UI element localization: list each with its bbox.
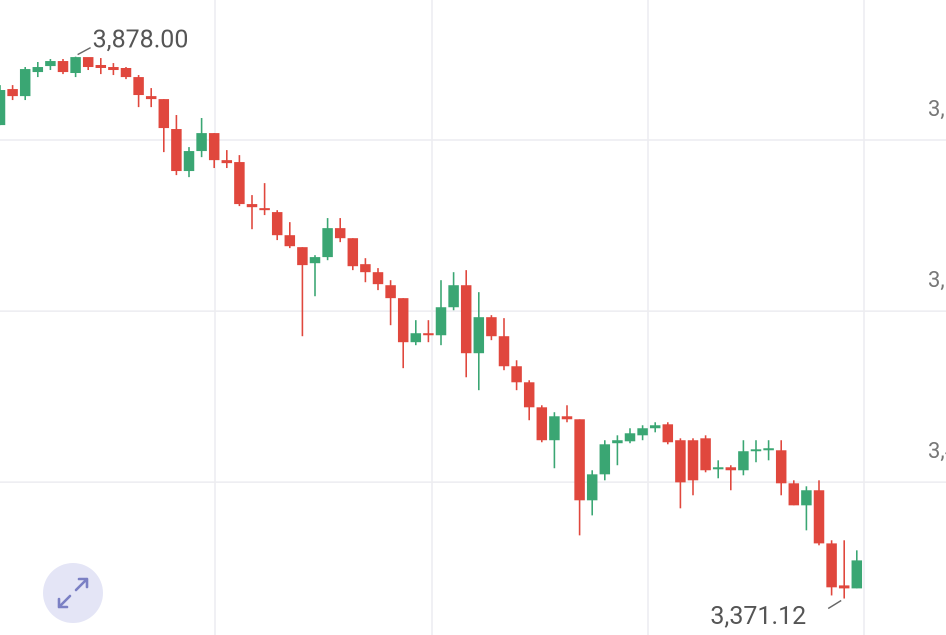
candle-body [57, 61, 69, 73]
candle-body [675, 440, 686, 483]
candle-body [234, 162, 245, 205]
candle-body [284, 235, 296, 247]
candle-body [738, 451, 749, 471]
candle-body [309, 257, 321, 264]
candle-body [826, 543, 837, 588]
max-annotation: 3,878.00 [93, 25, 189, 54]
candle-body [788, 483, 800, 506]
candle-body [45, 61, 56, 67]
candle-body [549, 416, 560, 441]
candle-body [813, 490, 825, 544]
candle-body [700, 438, 711, 471]
candle-body [561, 416, 573, 420]
candle-body [586, 474, 598, 501]
candle-body [763, 448, 774, 451]
candle-body [334, 228, 346, 239]
candle-body [599, 444, 611, 475]
y-tick-label: 3,800.00 [928, 97, 946, 122]
annotation-leader [827, 599, 842, 610]
candle-body [158, 99, 170, 129]
candle-body [460, 285, 472, 354]
candle-body [801, 490, 812, 506]
candle-body [448, 285, 459, 308]
candle-body [435, 307, 447, 336]
candle-body [183, 151, 195, 172]
expand-button-bg[interactable] [43, 563, 103, 623]
candle-body [775, 450, 787, 484]
candle-body [712, 467, 724, 470]
candle-body [221, 160, 233, 164]
expand-button[interactable] [43, 563, 103, 623]
candle-body [19, 69, 31, 97]
candle-body [662, 424, 674, 443]
min-annotation: 3,371.12 [710, 602, 806, 631]
candle-body [196, 133, 207, 152]
candle-body [120, 67, 132, 78]
candle-body [7, 89, 18, 97]
candle-body [523, 382, 535, 408]
candle-body [851, 560, 863, 589]
candle-body [498, 336, 510, 367]
candle-body [574, 419, 585, 501]
candle-body [637, 428, 648, 436]
candle-body [473, 317, 485, 354]
annotations: 3,878.00 3,371.12 [77, 25, 842, 631]
candle-body [624, 433, 636, 442]
candle-body [208, 133, 220, 161]
candle-body [322, 228, 333, 258]
annotation-leader [77, 47, 91, 56]
candle-body [750, 449, 762, 452]
candle-body [271, 212, 283, 236]
candle-body [0, 90, 6, 126]
candle-body [32, 67, 44, 73]
y-tick-label: 3,640.00 [928, 268, 946, 293]
candle-body [423, 333, 434, 336]
horizontal-grid: 3,800.00 3,640.00 3,480.00 [0, 97, 946, 483]
candle-body [612, 440, 623, 444]
candle-body [360, 264, 371, 273]
candle-body [410, 333, 422, 343]
candle-body [133, 77, 144, 96]
candle-body [70, 57, 81, 74]
candle-body [347, 238, 359, 267]
candle-body [397, 298, 409, 343]
candle-body [171, 129, 182, 172]
candle-body [372, 272, 384, 285]
candle-body [246, 204, 258, 208]
expand-icon [57, 577, 89, 609]
candle-body [108, 67, 119, 71]
candles [0, 56, 863, 599]
candle-body [725, 467, 737, 471]
candle-body [536, 407, 548, 441]
candle-body [259, 208, 270, 211]
candle-body [297, 247, 308, 266]
candle-body [82, 57, 94, 68]
vertical-grid [214, 0, 865, 635]
candle-body [511, 366, 522, 383]
candle-body [486, 317, 497, 337]
candle-body [385, 285, 396, 299]
candle-body [95, 64, 107, 68]
candle-body [687, 440, 699, 481]
y-tick-label: 3,480.00 [928, 439, 946, 464]
candle-body [649, 425, 661, 429]
candle-body [838, 585, 850, 589]
candle-body [145, 96, 157, 100]
